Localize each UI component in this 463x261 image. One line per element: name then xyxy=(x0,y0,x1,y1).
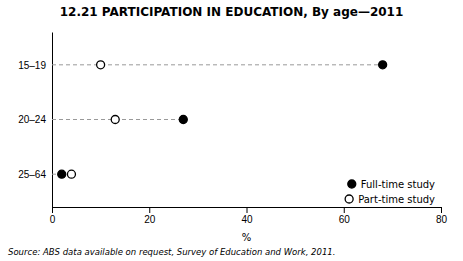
legend: Full-time study Part-time study xyxy=(345,179,435,205)
x-tick: 20 xyxy=(144,207,156,225)
x-tick-mark xyxy=(52,207,53,213)
x-tick-label: 20 xyxy=(144,214,156,225)
legend-label: Full-time study xyxy=(361,179,435,190)
x-tick-mark xyxy=(247,207,248,213)
x-tick-label: 80 xyxy=(436,214,448,225)
dot xyxy=(111,116,119,124)
x-tick: 40 xyxy=(241,207,253,225)
x-tick-label: 60 xyxy=(339,214,351,225)
y-tick: 20–24 xyxy=(18,114,52,125)
x-axis: 0 20 40 60 80 xyxy=(50,207,448,225)
x-axis-line xyxy=(53,208,442,214)
y-tick-label: 20–24 xyxy=(18,114,46,125)
dot xyxy=(97,61,105,69)
x-tick: 80 xyxy=(436,207,448,225)
x-tick: 0 xyxy=(50,207,56,225)
x-tick: 60 xyxy=(339,207,351,225)
y-tick-label: 15–19 xyxy=(18,60,46,71)
legend-item: Part-time study xyxy=(345,194,435,205)
title: 12.21 PARTICIPATION IN EDUCATION, By age… xyxy=(60,5,404,19)
x-axis-title: % xyxy=(242,232,252,243)
y-tick: 25–64 xyxy=(18,169,52,180)
x-tick-label: 0 xyxy=(50,214,56,225)
x-tick-label: 40 xyxy=(241,214,253,225)
legend-label: Part-time study xyxy=(358,194,435,205)
source: Source: ABS data available on request, S… xyxy=(8,247,335,257)
dot xyxy=(67,170,75,178)
dot xyxy=(379,61,387,69)
legend-symbol xyxy=(348,180,356,188)
y-tick-label: 25–64 xyxy=(18,169,46,180)
x-tick-mark xyxy=(344,207,345,213)
dot xyxy=(58,170,66,178)
dot xyxy=(179,116,187,124)
legend-symbol xyxy=(345,195,353,203)
x-tick-mark xyxy=(149,207,150,213)
chart: 12.21 PARTICIPATION IN EDUCATION, By age… xyxy=(0,0,463,261)
legend-item: Full-time study xyxy=(348,179,435,190)
y-axis: 15–19 20–24 25–64 xyxy=(18,33,52,208)
y-tick: 15–19 xyxy=(18,60,52,71)
x-tick-mark xyxy=(441,207,442,213)
plot-area xyxy=(52,61,387,178)
